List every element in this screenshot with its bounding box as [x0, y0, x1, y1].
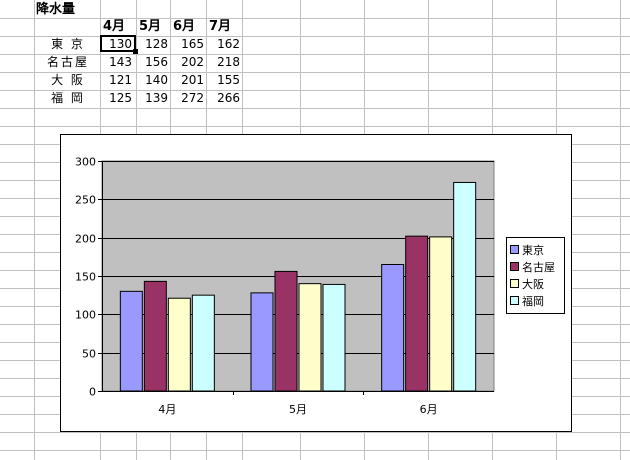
- cell-nagoya-may[interactable]: 156: [145, 55, 168, 69]
- legend-label-tokyo: 東京: [522, 243, 544, 257]
- cell-osaka-may[interactable]: 140: [145, 73, 168, 87]
- legend-item-fukuoka: 福岡: [510, 292, 564, 309]
- header-month-jul: 7月: [209, 19, 232, 34]
- y-tick-label: 100: [75, 309, 96, 322]
- cell-tokyo-may[interactable]: 128: [145, 37, 168, 51]
- y-tick-label: 0: [89, 386, 96, 399]
- cell-fukuoka-apr[interactable]: 125: [109, 91, 132, 105]
- sheet-title: 降水量: [36, 2, 76, 17]
- bar-fukuoka-0: [191, 294, 215, 392]
- cell-nagoya-apr[interactable]: 143: [109, 55, 132, 69]
- legend-label-fukuoka: 福岡: [522, 294, 544, 308]
- x-tick-label: 6月: [420, 403, 438, 416]
- legend-label-nagoya: 名古屋: [522, 260, 555, 274]
- bar-fukuoka-2: [453, 181, 477, 392]
- bar-tokyo-1: [250, 292, 274, 392]
- y-tick-label: 300: [75, 156, 96, 169]
- legend-swatch-fukuoka: [510, 296, 519, 305]
- cell-tokyo-jun[interactable]: 165: [181, 37, 204, 51]
- cell-fukuoka-jun[interactable]: 272: [181, 91, 204, 105]
- header-month-may: 5月: [139, 19, 162, 34]
- bar-tokyo-0: [119, 290, 143, 392]
- chart-legend[interactable]: 東京 名古屋 大阪 福岡: [506, 237, 565, 314]
- y-tick-label: 50: [82, 348, 96, 361]
- x-tick-label: 4月: [158, 403, 176, 416]
- cell-fukuoka-may[interactable]: 139: [145, 91, 168, 105]
- header-month-jun: 6月: [173, 19, 196, 34]
- legend-swatch-nagoya: [510, 262, 519, 271]
- bar-osaka-1: [298, 283, 322, 392]
- legend-swatch-osaka: [510, 279, 519, 288]
- cell-osaka-jul[interactable]: 155: [217, 73, 240, 87]
- legend-label-osaka: 大阪: [522, 277, 544, 291]
- row-label-fukuoka: 福 岡: [51, 91, 85, 105]
- fill-handle[interactable]: [133, 49, 138, 54]
- row-label-nagoya: 名古屋: [46, 55, 89, 69]
- bar-osaka-2: [429, 236, 453, 392]
- legend-item-tokyo: 東京: [510, 241, 564, 258]
- cell-fukuoka-jul[interactable]: 266: [217, 91, 240, 105]
- y-tick-label: 150: [75, 271, 96, 284]
- header-month-apr: 4月: [103, 19, 126, 34]
- bar-nagoya-0: [143, 280, 167, 392]
- cell-osaka-apr[interactable]: 121: [109, 73, 132, 87]
- bar-tokyo-2: [381, 264, 405, 392]
- chart-svg: 0 50 100 150 200 250 300 4月 5月 6月: [75, 156, 495, 416]
- row-label-tokyo: 東 京: [51, 37, 85, 51]
- bar-nagoya-2: [405, 235, 429, 392]
- cell-nagoya-jun[interactable]: 202: [181, 55, 204, 69]
- cell-tokyo-apr[interactable]: 130: [109, 37, 132, 51]
- x-tick-label: 5月: [289, 403, 307, 416]
- bar-nagoya-1: [274, 270, 298, 392]
- legend-item-nagoya: 名古屋: [510, 258, 564, 275]
- active-cell-border[interactable]: [100, 35, 136, 52]
- y-tick-label: 200: [75, 233, 96, 246]
- legend-item-osaka: 大阪: [510, 275, 564, 292]
- cell-nagoya-jul[interactable]: 218: [217, 55, 240, 69]
- chart-object[interactable]: 0 50 100 150 200 250 300 4月 5月 6月 東京 名古屋 大阪 福岡: [60, 134, 572, 432]
- legend-swatch-tokyo: [510, 245, 519, 254]
- cell-osaka-jun[interactable]: 201: [181, 73, 204, 87]
- bar-osaka-0: [167, 297, 191, 392]
- y-tick-label: 250: [75, 194, 96, 207]
- row-label-osaka: 大 阪: [51, 73, 85, 87]
- bar-fukuoka-1: [322, 283, 346, 392]
- cell-tokyo-jul[interactable]: 162: [217, 37, 240, 51]
